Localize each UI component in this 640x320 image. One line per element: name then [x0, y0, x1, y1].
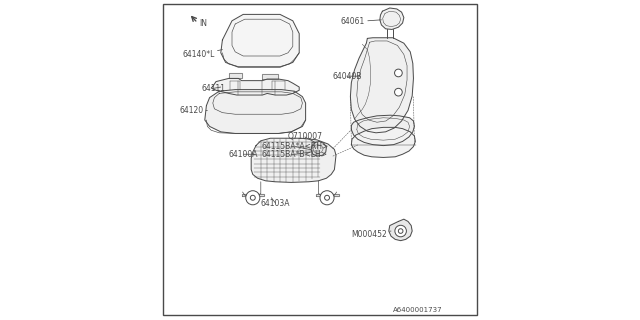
- Polygon shape: [351, 127, 415, 157]
- Text: 64061: 64061: [340, 17, 381, 26]
- Text: A6400001737: A6400001737: [393, 307, 443, 313]
- Text: Q710007: Q710007: [287, 132, 323, 142]
- Polygon shape: [311, 141, 326, 156]
- Polygon shape: [351, 115, 415, 146]
- Circle shape: [394, 88, 402, 96]
- Polygon shape: [351, 38, 413, 133]
- Text: 64100A: 64100A: [229, 150, 259, 159]
- Text: 64103A: 64103A: [261, 198, 291, 208]
- Text: 64140*L: 64140*L: [182, 50, 223, 59]
- Circle shape: [394, 69, 402, 77]
- Circle shape: [395, 225, 406, 237]
- Text: 64040B: 64040B: [332, 72, 362, 81]
- Polygon shape: [211, 78, 300, 95]
- Text: 64115BA*B<LH>: 64115BA*B<LH>: [262, 150, 328, 159]
- Circle shape: [246, 191, 260, 205]
- Polygon shape: [380, 8, 404, 29]
- Polygon shape: [316, 194, 339, 196]
- Text: 64115BA*A<RH>: 64115BA*A<RH>: [262, 142, 329, 151]
- Polygon shape: [388, 219, 412, 241]
- Polygon shape: [221, 14, 300, 67]
- Polygon shape: [205, 90, 306, 133]
- Polygon shape: [229, 73, 242, 78]
- Circle shape: [320, 191, 334, 205]
- Polygon shape: [262, 74, 278, 79]
- Text: M000452: M000452: [351, 230, 391, 239]
- Polygon shape: [251, 138, 336, 182]
- Text: 64120: 64120: [179, 106, 207, 115]
- Polygon shape: [242, 194, 264, 196]
- Text: 64111: 64111: [202, 84, 226, 93]
- Text: IN: IN: [199, 19, 207, 28]
